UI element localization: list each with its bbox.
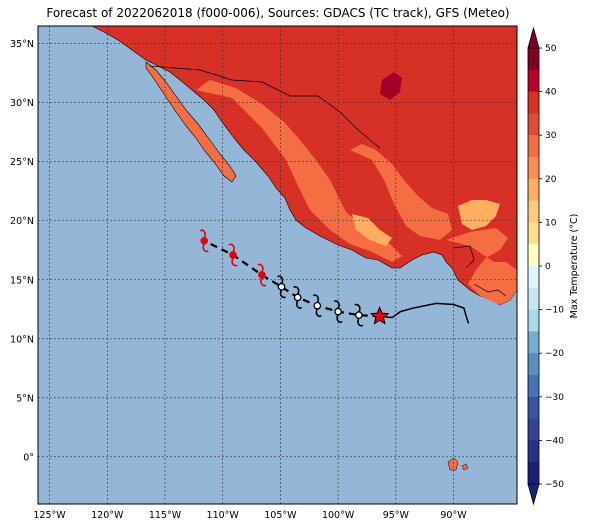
lat-tick-label: 30°N — [10, 98, 34, 109]
colorbar-band — [528, 375, 539, 398]
land-galapagos-small — [461, 463, 469, 471]
lon-tick-label: 105°W — [264, 510, 297, 521]
colorbar-title: Max Temperature (°C) — [569, 214, 580, 319]
land-cool-yucatan — [458, 200, 500, 230]
lat-tick-label: 15°N — [10, 275, 34, 286]
colorbar-band — [528, 331, 539, 354]
border-us-mexico — [149, 65, 381, 149]
cyclone-forecast-icon — [199, 229, 209, 253]
lon-tick-label: 120°W — [91, 510, 124, 521]
lon-tick-label: 115°W — [149, 510, 182, 521]
border-guatemala — [453, 245, 475, 269]
land-hot-spot — [380, 72, 402, 100]
colorbar-tick-label: −30 — [545, 393, 564, 403]
cyclone-icon — [293, 286, 303, 309]
colorbar-band — [528, 266, 539, 289]
map-panel — [38, 26, 517, 504]
colorbar-band — [528, 48, 539, 71]
track-coastal-line — [379, 302, 470, 324]
star-icon — [369, 305, 390, 325]
lat-tick-label: 25°N — [10, 157, 34, 168]
lon-tick-label: 100°W — [322, 510, 355, 521]
colorbar-tick-label: −20 — [545, 349, 564, 359]
lat-tick-label: 5°N — [16, 393, 34, 404]
colorbar-extend-bottom — [527, 483, 540, 506]
colorbar-band — [528, 440, 539, 463]
colorbar-extend-top — [527, 26, 540, 49]
colorbar-tick-label: 50 — [545, 44, 557, 54]
cyclone-forecast-icon — [257, 263, 267, 287]
storm-track — [199, 229, 470, 327]
colorbar-band — [528, 462, 539, 485]
colorbar-tick-label: −40 — [545, 436, 564, 446]
lat-tick-label: 0° — [23, 452, 34, 463]
cyclone-icon — [354, 303, 364, 327]
colorbar-tick-label: 40 — [545, 88, 557, 98]
lon-tick-label: 125°W — [33, 510, 66, 521]
colorbar-band — [528, 396, 539, 419]
colorbar-tick-label: 30 — [545, 131, 557, 141]
border-central-america — [473, 283, 507, 297]
colorbar-band — [528, 287, 539, 310]
colorbar-tick-label: −10 — [545, 306, 564, 316]
colorbar-band — [528, 309, 539, 332]
colorbar-band — [528, 244, 539, 267]
colorbar-tick-label: 20 — [545, 175, 557, 185]
cyclone-icon — [312, 294, 322, 318]
land-baja-california — [145, 61, 237, 183]
lat-tick-label: 10°N — [10, 334, 34, 345]
lon-tick-label: 110°W — [207, 510, 240, 521]
map-title: Forecast of 2022062018 (f000-006), Sourc… — [46, 6, 510, 20]
map-frame — [37, 25, 518, 505]
land-warm-west — [196, 80, 402, 262]
land-warm-gulf — [350, 144, 452, 240]
lon-tick-label: 90°W — [440, 510, 467, 521]
land-heat-fill — [91, 26, 517, 471]
colorbar-band — [528, 157, 539, 180]
colorbar-band — [528, 222, 539, 245]
country-borders — [149, 65, 507, 297]
axis-labels: 125°W 120°W 115°W 110°W 105°W 100°W 95°W 90°W 35… — [10, 39, 467, 521]
land-cool-highlands — [352, 214, 392, 246]
colorbar-band — [528, 353, 539, 376]
colorbar-band — [528, 178, 539, 201]
colorbar-band — [528, 91, 539, 114]
colorbar-tick-label: 0 — [545, 262, 551, 272]
cyclone-icon — [333, 300, 343, 324]
lat-tick-label: 35°N — [10, 39, 34, 50]
colorbar-tick-label: −50 — [545, 480, 564, 490]
colorbar-band — [528, 418, 539, 441]
lon-tick-label: 95°W — [383, 510, 410, 521]
colorbar: 50 40 30 20 10 0 −10 −20 −30 −40 −50 Max Temperatur… — [527, 26, 580, 506]
colorbar-band — [528, 135, 539, 158]
colorbar-band — [528, 113, 539, 136]
lat-tick-label: 20°N — [10, 216, 34, 227]
land-warm-central-america — [446, 228, 517, 305]
colorbar-tick-label: 10 — [545, 218, 557, 228]
cyclone-forecast-icon — [228, 243, 238, 267]
colorbar-band — [528, 69, 539, 92]
land-galapagos — [447, 457, 459, 471]
colorbar-band — [528, 200, 539, 223]
cyclone-icon — [276, 275, 287, 299]
